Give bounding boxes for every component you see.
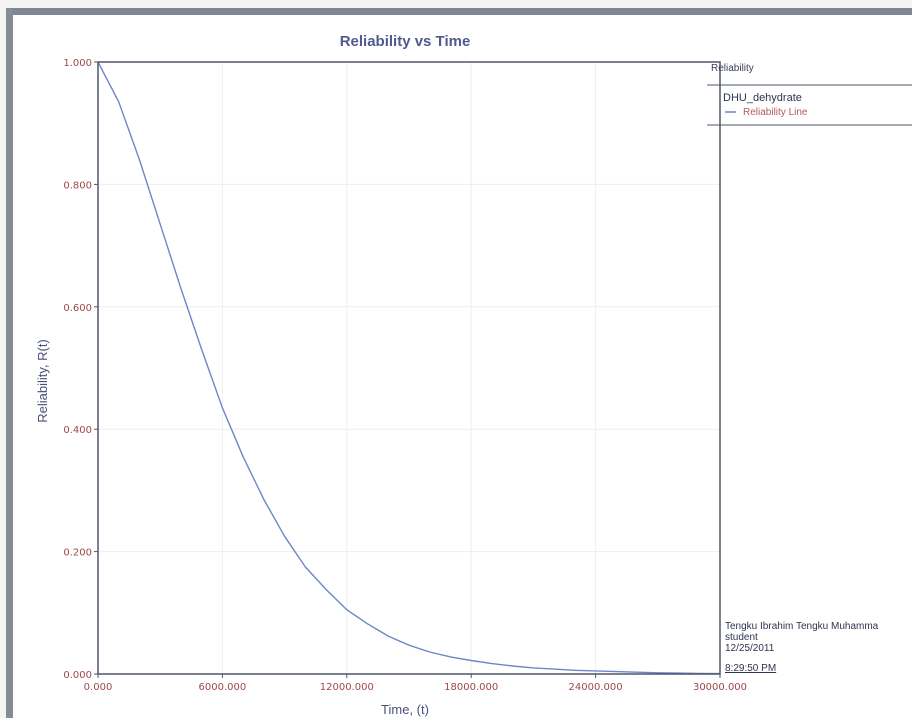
legend-dataset-name: DHU_dehydrate [723,92,802,104]
x-axis-ticks: 0.000 6000.000 12000.000 18000.000 24000.000… [84,674,747,693]
info-role: student [725,632,758,643]
legend: Reliability DHU_dehydrate Reliability Li… [707,63,912,126]
legend-header: Reliability [711,63,754,74]
series-line-reliability [97,61,721,675]
y-tick-label: 1.000 [63,58,92,69]
chart-title: Reliability vs Time [340,33,471,50]
plot-area [97,61,721,675]
x-tick-label: 6000.000 [199,682,247,693]
info-block: Tengku Ibrahim Tengku Muhamma student 12… [725,621,879,674]
window-frame-left [6,8,13,718]
x-tick-label: 18000.000 [444,682,498,693]
info-user: Tengku Ibrahim Tengku Muhamma [725,621,879,632]
y-axis-label: Reliability, R(t) [35,339,50,423]
y-tick-label: 0.200 [63,548,92,559]
y-tick-label: 0.000 [63,670,92,681]
x-tick-label: 12000.000 [320,682,374,693]
y-tick-label: 0.400 [63,425,92,436]
grid [98,62,720,674]
window-frame-top [6,8,912,15]
info-date: 12/25/2011 [725,643,775,654]
x-tick-label: 24000.000 [569,682,623,693]
legend-series-label: Reliability Line [743,107,808,118]
y-axis-ticks: 0.000 0.200 0.400 0.600 0.800 1.000 [63,58,98,681]
y-tick-label: 0.600 [63,303,92,314]
x-tick-label: 0.000 [84,682,113,693]
info-time: 8:29:50 PM [725,663,776,674]
y-tick-label: 0.800 [63,180,92,191]
series-group [97,61,721,675]
chart-canvas: Reliability vs Time 0.000 6000.000 12000.0… [13,15,912,718]
x-axis-label: Time, (t) [381,702,429,717]
reliability-chart: Reliability vs Time 0.000 6000.000 12000.0… [35,33,912,717]
x-tick-label: 30000.000 [693,682,747,693]
